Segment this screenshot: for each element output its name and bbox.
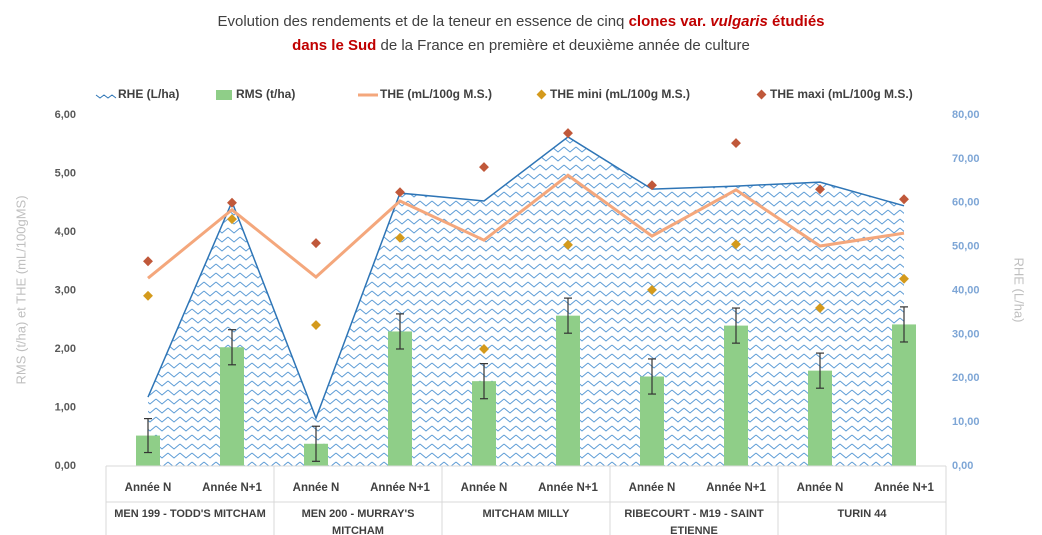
x-tick-label: Année N+1 [370,482,430,494]
group-label: MEN 200 - MURRAY'S MITCHAM [301,508,415,535]
error-bar [396,313,404,350]
error-bar [228,329,236,366]
area-line [147,136,905,421]
y2-tick-label: 0,00 [952,460,973,472]
group-label-box: TURIN 44 [837,508,887,520]
y2-tick-label: 60,00 [952,197,980,209]
bar [724,325,748,466]
y-axis-label: RMS (t/ha) et THE (mL/100gMS) [13,195,28,384]
x-tick-label: Année N+1 [706,482,766,494]
point [227,214,237,225]
point [899,273,909,284]
point [479,344,489,354]
group-label-box: MEN 200 - MURRAY'S MITCHAM [301,508,415,535]
legend-label: RHE (L/ha) [118,87,179,101]
error-bar [480,363,488,400]
point [815,303,825,313]
group-label: MEN 199 - TODD'S MITCHAM [114,508,266,520]
y2-tick-label: 20,00 [952,372,980,384]
point [731,239,741,250]
line [147,173,905,280]
y2-tick-label: 30,00 [952,328,980,340]
x-tick-label: Année N [629,482,676,494]
error-bar [816,352,824,389]
y-tick-label: 3,00 [55,284,76,296]
error-bar [900,306,908,343]
y-tick-label: 6,00 [55,109,76,121]
y2-axis-label: RHE (L/ha) [1012,257,1027,322]
point [311,238,321,249]
error-bar [312,425,320,462]
legend-label: RMS (t/ha) [236,87,295,101]
y-tick-label: 5,00 [55,167,76,179]
x-tick-label: Année N+1 [202,482,262,494]
x-tick-label: Année N+1 [538,482,598,494]
legend-label: THE maxi (mL/100g M.S.) [770,87,913,101]
area [148,136,904,466]
legend-swatch [756,89,767,100]
legend-swatch [216,90,232,100]
error-bar [564,297,572,334]
y2-tick-label: 40,00 [952,284,980,296]
point [395,187,405,198]
point [479,162,489,173]
group-label: TURIN 44 [837,508,887,520]
point [647,180,657,191]
point [143,290,153,301]
group-label-box: MITCHAM MILLY [482,508,570,520]
group-label: RIBECOURT - M19 - SAINT ETIENNE [624,508,764,535]
y2-tick-label: 80,00 [952,109,980,121]
point [311,320,321,330]
chart-title: Evolution des rendements et de la teneur… [217,13,824,30]
bar [892,324,916,466]
point [563,239,573,250]
y-tick-label: 2,00 [55,343,76,355]
x-tick-label: Année N [293,482,340,494]
y2-tick-label: 70,00 [952,153,980,165]
y-tick-label: 4,00 [55,226,76,238]
group-label-box: MEN 199 - TODD'S MITCHAM [114,508,266,520]
y-tick-label: 0,00 [55,460,76,472]
point [395,232,405,243]
y-tick-label: 1,00 [55,401,76,413]
y2-tick-label: 10,00 [952,416,980,428]
point [227,197,237,208]
y2-tick-label: 50,00 [952,241,980,253]
legend-label: THE (mL/100g M.S.) [380,87,492,101]
bar [388,331,412,466]
x-tick-label: Année N [797,482,844,494]
bar [220,347,244,466]
point [647,284,657,295]
x-tick-label: Année N+1 [874,482,934,494]
group-label: MITCHAM MILLY [482,508,570,520]
point [563,128,573,139]
x-tick-label: Année N [461,482,508,494]
bar [556,315,580,466]
error-bar [648,358,656,395]
legend-label: THE mini (mL/100g M.S.) [550,87,690,101]
legend-swatch [95,94,117,99]
legend-swatch [536,89,547,100]
point [899,194,909,205]
x-tick-label: Année N [125,482,172,494]
point [815,184,825,195]
error-bar [732,307,740,344]
error-bar [144,418,152,454]
point [731,138,741,149]
point [143,256,153,267]
group-label-box: RIBECOURT - M19 - SAINT ETIENNE [624,508,764,535]
chart-title: dans le Sud de la France en première et … [292,37,750,54]
